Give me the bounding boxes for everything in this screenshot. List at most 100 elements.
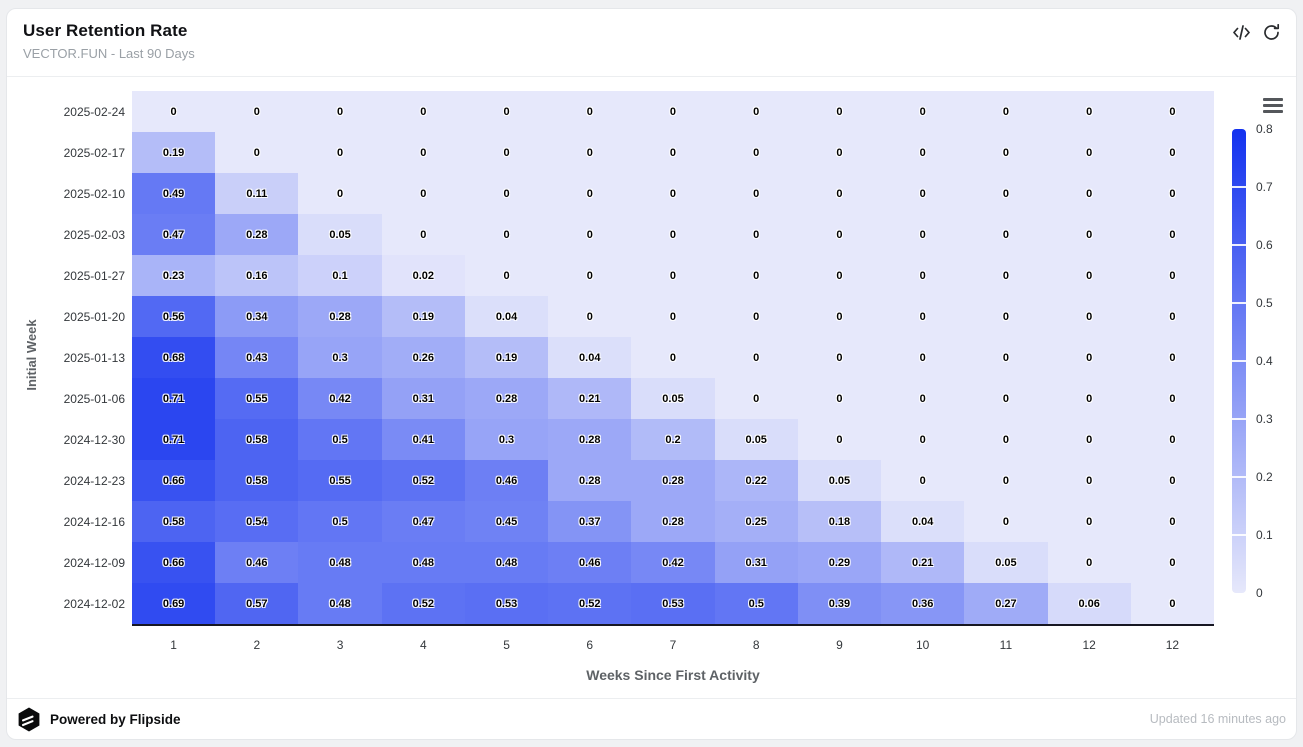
heatmap-cell[interactable]: 0.5 <box>714 583 798 624</box>
heatmap-cell[interactable]: 0 <box>1047 501 1131 542</box>
heatmap-cell[interactable]: 0.21 <box>881 542 965 583</box>
heatmap-cell[interactable]: 0.71 <box>132 378 216 419</box>
heatmap-cell[interactable]: 0 <box>714 132 798 173</box>
heatmap-cell[interactable]: 0.3 <box>464 419 549 460</box>
heatmap-cell[interactable]: 0 <box>1047 542 1131 583</box>
heatmap-cell[interactable]: 0.48 <box>298 583 382 624</box>
heatmap-cell[interactable]: 0.48 <box>298 542 382 583</box>
heatmap-cell[interactable]: 0.55 <box>215 378 299 419</box>
heatmap-cell[interactable]: 0.02 <box>381 255 465 296</box>
heatmap-cell[interactable]: 0.28 <box>298 296 382 337</box>
heatmap-cell[interactable]: 0.31 <box>381 378 465 419</box>
heatmap-cell[interactable]: 0.71 <box>132 419 216 460</box>
heatmap-cell[interactable]: 0 <box>714 173 798 214</box>
heatmap-cell[interactable]: 0 <box>1130 255 1214 296</box>
heatmap-cell[interactable]: 0.48 <box>381 542 465 583</box>
heatmap-cell[interactable]: 0.04 <box>548 337 632 378</box>
refresh-icon[interactable] <box>1262 23 1280 41</box>
heatmap-cell[interactable]: 0.43 <box>215 337 299 378</box>
heatmap-cell[interactable]: 0.29 <box>797 542 882 583</box>
heatmap-cell[interactable]: 0 <box>215 91 299 132</box>
heatmap-cell[interactable]: 0.22 <box>714 460 798 501</box>
heatmap-cell[interactable]: 0 <box>548 255 632 296</box>
heatmap-cell[interactable]: 0 <box>1130 132 1214 173</box>
heatmap-cell[interactable]: 0.56 <box>132 296 216 337</box>
flipside-brand-link[interactable]: Powered by Flipside <box>17 707 181 732</box>
heatmap-cell[interactable]: 0 <box>964 460 1048 501</box>
heatmap-cell[interactable]: 0.53 <box>631 583 715 624</box>
heatmap-cell[interactable]: 0.31 <box>714 542 798 583</box>
heatmap-cell[interactable]: 0 <box>797 132 882 173</box>
heatmap-cell[interactable]: 0.66 <box>132 460 216 501</box>
heatmap-cell[interactable]: 0 <box>964 501 1048 542</box>
heatmap-cell[interactable]: 0 <box>464 214 549 255</box>
heatmap-cell[interactable]: 0.28 <box>215 214 299 255</box>
heatmap-cell[interactable]: 0.11 <box>215 173 299 214</box>
heatmap-cell[interactable]: 0.28 <box>548 419 632 460</box>
heatmap-cell[interactable]: 0 <box>797 337 882 378</box>
heatmap-cell[interactable]: 0 <box>548 91 632 132</box>
heatmap-cell[interactable]: 0.05 <box>631 378 715 419</box>
heatmap-cell[interactable]: 0 <box>964 419 1048 460</box>
heatmap-cell[interactable]: 0 <box>1130 337 1214 378</box>
heatmap-cell[interactable]: 0 <box>1047 132 1131 173</box>
heatmap-cell[interactable]: 0.2 <box>631 419 715 460</box>
heatmap-cell[interactable]: 0.27 <box>964 583 1048 624</box>
heatmap-cell[interactable]: 0 <box>1130 378 1214 419</box>
heatmap-cell[interactable]: 0 <box>381 132 465 173</box>
heatmap-cell[interactable]: 0 <box>881 460 965 501</box>
heatmap-cell[interactable]: 0 <box>1130 91 1214 132</box>
heatmap-cell[interactable]: 0 <box>631 255 715 296</box>
heatmap-cell[interactable]: 0.19 <box>464 337 549 378</box>
heatmap-cell[interactable]: 0.41 <box>381 419 465 460</box>
heatmap-cell[interactable]: 0.21 <box>548 378 632 419</box>
code-icon[interactable] <box>1232 23 1250 41</box>
heatmap-cell[interactable]: 0 <box>381 214 465 255</box>
heatmap-cell[interactable]: 0.52 <box>381 460 465 501</box>
heatmap-cell[interactable]: 0 <box>548 296 632 337</box>
heatmap-cell[interactable]: 0.47 <box>381 501 465 542</box>
heatmap-cell[interactable]: 0.46 <box>464 460 549 501</box>
heatmap-cell[interactable]: 0 <box>1047 378 1131 419</box>
heatmap-cell[interactable]: 0 <box>1047 214 1131 255</box>
heatmap-cell[interactable]: 0.26 <box>381 337 465 378</box>
heatmap-cell[interactable]: 0.04 <box>464 296 549 337</box>
heatmap-cell[interactable]: 0.16 <box>215 255 299 296</box>
heatmap-cell[interactable]: 0 <box>1130 419 1214 460</box>
heatmap-cell[interactable]: 0 <box>464 255 549 296</box>
heatmap-cell[interactable]: 0 <box>714 296 798 337</box>
heatmap-cell[interactable]: 0 <box>797 255 882 296</box>
heatmap-cell[interactable]: 0.3 <box>298 337 382 378</box>
heatmap-cell[interactable]: 0 <box>215 132 299 173</box>
heatmap-cell[interactable]: 0 <box>1047 337 1131 378</box>
heatmap-cell[interactable]: 0 <box>464 132 549 173</box>
heatmap-cell[interactable]: 0.37 <box>548 501 632 542</box>
heatmap-cell[interactable]: 0 <box>881 337 965 378</box>
heatmap-cell[interactable]: 0.45 <box>464 501 549 542</box>
heatmap-cell[interactable]: 0.1 <box>298 255 382 296</box>
heatmap-cell[interactable]: 0.28 <box>631 460 715 501</box>
heatmap-cell[interactable]: 0 <box>1047 419 1131 460</box>
heatmap-cell[interactable]: 0 <box>797 419 882 460</box>
heatmap-cell[interactable]: 0.28 <box>548 460 632 501</box>
heatmap-cell[interactable]: 0.58 <box>215 419 299 460</box>
heatmap-cell[interactable]: 0 <box>1130 460 1214 501</box>
heatmap-cell[interactable]: 0 <box>631 214 715 255</box>
heatmap-cell[interactable]: 0.36 <box>881 583 965 624</box>
heatmap-cell[interactable]: 0.06 <box>1047 583 1131 624</box>
heatmap-cell[interactable]: 0.39 <box>797 583 882 624</box>
heatmap-cell[interactable]: 0 <box>964 296 1048 337</box>
heatmap-cell[interactable]: 0 <box>881 255 965 296</box>
heatmap-cell[interactable]: 0.49 <box>132 173 216 214</box>
heatmap-cell[interactable]: 0.69 <box>132 583 216 624</box>
heatmap-cell[interactable]: 0 <box>881 132 965 173</box>
heatmap-cell[interactable]: 0 <box>132 91 216 132</box>
heatmap-cell[interactable]: 0 <box>797 173 882 214</box>
heatmap-cell[interactable]: 0 <box>964 214 1048 255</box>
heatmap-cell[interactable]: 0.58 <box>132 501 216 542</box>
heatmap-cell[interactable]: 0 <box>797 91 882 132</box>
heatmap-cell[interactable]: 0.68 <box>132 337 216 378</box>
heatmap-cell[interactable]: 0.52 <box>381 583 465 624</box>
heatmap-cell[interactable]: 0 <box>1047 255 1131 296</box>
heatmap-cell[interactable]: 0 <box>1130 501 1214 542</box>
